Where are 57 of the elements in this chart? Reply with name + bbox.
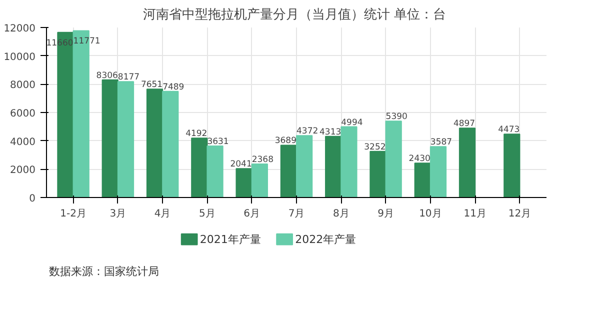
bar — [414, 162, 431, 198]
x-tick-label: 7月 — [288, 208, 305, 220]
bar — [430, 146, 447, 198]
y-tick-label: 4000 — [10, 136, 36, 148]
x-tick-label: 8月 — [332, 208, 350, 220]
bar — [251, 163, 268, 198]
legend-label: 2021年产量 — [200, 232, 261, 246]
data-label: 2041 — [230, 160, 252, 170]
bar — [325, 136, 342, 198]
bar — [191, 138, 208, 198]
data-label: 4192 — [186, 129, 208, 140]
x-tick-label: 1-2月 — [60, 208, 86, 220]
data-label: 4372 — [296, 126, 318, 137]
data-label: 4313 — [320, 127, 342, 138]
bar — [162, 90, 179, 198]
data-label: 2430 — [408, 154, 430, 164]
data-label: 4473 — [498, 125, 520, 136]
chart-title: 河南省中型拖拉机产量分月（当月值）统计 单位：台 — [142, 8, 446, 22]
x-tick-label: 10月 — [419, 208, 442, 220]
bar — [236, 168, 252, 198]
y-tick-label: 6000 — [10, 108, 36, 120]
bar — [117, 81, 134, 198]
y-tick-label: 12000 — [4, 24, 36, 34]
data-label: 3689 — [274, 136, 297, 146]
bar — [206, 146, 224, 198]
x-tick-label: 6月 — [244, 208, 260, 220]
data-label: 8177 — [118, 72, 140, 83]
data-label: 4994 — [341, 118, 363, 128]
data-label: 5390 — [386, 112, 408, 122]
bar — [458, 128, 476, 198]
data-label: 3587 — [430, 138, 452, 148]
x-tick-label: 3月 — [110, 208, 126, 220]
bar — [296, 135, 313, 198]
x-tick-label: 5月 — [199, 208, 216, 220]
x-tick-label: 12月 — [508, 208, 532, 220]
x-tick-label: 4月 — [154, 208, 171, 220]
x-tick-label: 9月 — [378, 208, 394, 220]
bar — [340, 126, 358, 198]
y-tick-label: 2000 — [10, 165, 36, 176]
bar — [146, 88, 164, 198]
data-label: 3252 — [364, 142, 386, 152]
bar — [280, 144, 297, 198]
data-label: 7651 — [140, 80, 163, 90]
x-tick-label: 11月 — [464, 208, 486, 220]
data-label: 7489 — [162, 82, 184, 92]
legend-label: 2022年产量 — [295, 232, 356, 246]
y-tick-label: 0 — [29, 194, 36, 204]
y-tick-label: 10000 — [4, 52, 36, 63]
source-note: 数据来源：国家统计局 — [49, 265, 160, 278]
bar — [504, 134, 520, 198]
bar — [385, 120, 402, 198]
bar — [370, 150, 386, 198]
y-tick-label: 8000 — [10, 80, 36, 92]
data-label: 4897 — [453, 119, 476, 130]
data-label: 8306 — [96, 70, 118, 81]
data-label: 2368 — [252, 154, 274, 165]
bar — [102, 79, 118, 198]
